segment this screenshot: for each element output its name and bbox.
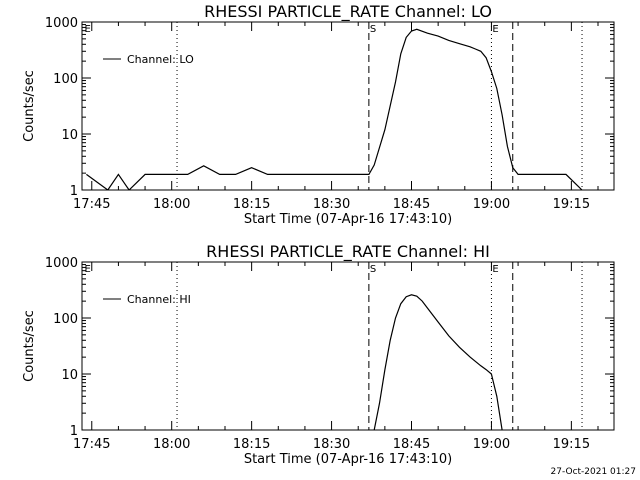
x-tick-label: 17:45 [73,197,110,212]
marker-label: E [84,24,90,35]
plot-frame [81,21,615,191]
y-axis-label: Counts/sec [22,310,37,382]
x-axis-label: Start Time (07-Apr-16 17:43:10) [244,452,452,467]
chart-title: RHESSI PARTICLE_RATE Channel: LO [204,2,492,22]
series-line [86,28,583,190]
x-axis-label: Start Time (07-Apr-16 17:43:10) [244,212,452,227]
x-tick-label: 19:00 [473,197,510,212]
y-tick-label: 10 [61,128,78,143]
legend-label: Channel: LO [127,53,194,66]
x-tick-label: 18:30 [313,437,350,452]
x-tick-label: 19:00 [473,437,510,452]
x-tick-label: 18:30 [313,197,350,212]
x-tick-label: 18:00 [153,437,190,452]
y-axis-label: Counts/sec [22,70,37,142]
y-tick-label: 10 [61,368,78,383]
x-tick-label: 18:45 [393,197,430,212]
y-tick-label: 100 [53,312,78,327]
plot-frame [81,261,615,431]
annotation-label-e: E [492,264,498,275]
annotation-label-s: S [370,264,376,275]
x-tick-label: 18:45 [393,437,430,452]
annotation-label-e: E [492,24,498,35]
y-tick-label: 100 [53,72,78,87]
y-tick-label: 1000 [45,16,78,31]
x-tick-label: 19:15 [553,437,590,452]
annotation-label-s: S [370,24,376,35]
chart-lo: RHESSI PARTICLE_RATE Channel: LO 1 10 100 10… [22,2,615,227]
y-tick-label: 1000 [45,256,78,271]
x-tick-label: 18:15 [233,437,270,452]
x-tick-label: 19:15 [553,197,590,212]
series-line [373,294,503,430]
legend-label: Channel: HI [127,293,191,306]
chart-hi: RHESSI PARTICLE_RATE Channel: HI 1 10 100 10… [22,242,615,467]
x-tick-label: 17:45 [73,437,110,452]
footer-timestamp: 27-Oct-2021 01:27 [551,467,636,477]
x-tick-label: 18:00 [153,197,190,212]
y-tick-label: 1 [70,184,78,199]
chart-title: RHESSI PARTICLE_RATE Channel: HI [206,242,490,262]
x-tick-label: 18:15 [233,197,270,212]
y-tick-label: 1 [70,424,78,439]
marker-label: E [84,264,90,275]
